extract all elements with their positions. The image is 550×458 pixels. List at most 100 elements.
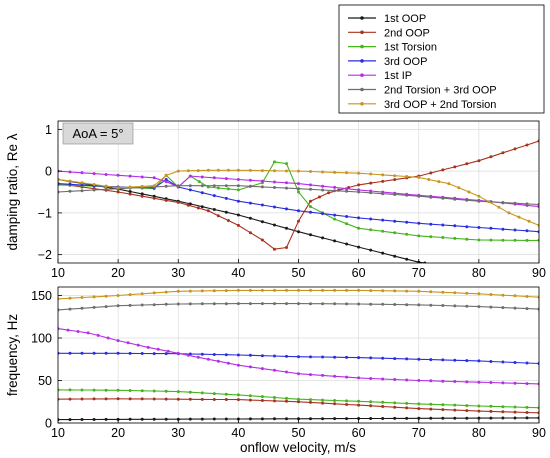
damping-point-2nd-oop-5 — [116, 190, 120, 194]
frequency-point-2nd-oop-35 — [477, 409, 481, 413]
damping-point-2nd-oop-18 — [260, 238, 264, 242]
damping-point-3rd-oop-2nd-torsion-35 — [457, 186, 461, 190]
damping-point-1st-ip-17 — [260, 179, 264, 183]
frequency-point-1st-ip-28 — [357, 376, 361, 380]
frequency-point-1st-oop-19 — [285, 417, 288, 421]
legend-item-1st-torsion: 1st Torsion — [348, 42, 437, 54]
frequency-point-1st-oop-17 — [260, 417, 264, 421]
frequency-point-2nd-oop-37 — [501, 410, 505, 414]
frequency-point-3rd-oop-30 — [417, 357, 421, 361]
frequency-point-2nd-torsion-3rd-oop-7 — [140, 303, 144, 307]
damping-point-3rd-oop-2nd-torsion-6 — [128, 185, 132, 189]
frequency-point-2nd-oop-16 — [248, 398, 252, 402]
frequency-point-1st-ip-37 — [465, 380, 469, 384]
frequency-point-2nd-torsion-3rd-oop-33 — [453, 304, 457, 308]
damping-point-1st-torsion-21 — [297, 190, 300, 194]
damping-point-2nd-torsion-3rd-oop-23 — [333, 189, 337, 193]
frequency-point-2nd-oop-14 — [224, 398, 228, 401]
frequency-point-1st-oop-20 — [297, 417, 300, 421]
frequency-point-1st-ip-7 — [126, 341, 130, 345]
frequency-point-2nd-torsion-3rd-oop-6 — [128, 303, 132, 307]
frequency-point-1st-ip-25 — [321, 373, 325, 377]
legend-item-3rd-oop: 3rd OOP — [348, 56, 427, 68]
damping-point-1st-torsion-19 — [273, 160, 276, 164]
damping-point-3rd-oop-23 — [333, 213, 337, 217]
damping-point-3rd-oop-2nd-torsion-37 — [477, 194, 481, 198]
frequency-point-1st-ip-14 — [196, 355, 200, 359]
legend-label-3rd-oop: 3rd OOP — [384, 56, 427, 68]
frequency-point-2nd-oop-17 — [260, 399, 264, 402]
damping-point-1st-oop-14 — [224, 210, 228, 214]
frequency-point-3rd-oop-2nd-torsion-3 — [92, 295, 96, 299]
damping-point-1st-ip-19 — [285, 181, 288, 185]
frequency-point-1st-oop-6 — [128, 417, 132, 421]
damping-point-3rd-oop-35 — [477, 226, 481, 229]
frequency-line-1st-ip — [58, 328, 539, 385]
frequency-point-2nd-torsion-3rd-oop-16 — [248, 302, 252, 306]
frequency-point-3rd-oop-2nd-torsion-26 — [369, 289, 373, 293]
frequency-point-2nd-torsion-3rd-oop-10 — [176, 302, 180, 306]
frequency-point-3rd-oop-2nd-torsion-30 — [417, 289, 421, 293]
frequency-point-3rd-oop-2nd-torsion-7 — [140, 292, 144, 296]
frequency-point-1st-ip-29 — [369, 377, 373, 380]
frequency-point-1st-oop-29 — [405, 416, 409, 420]
frequency-point-3rd-oop-2nd-torsion-10 — [176, 289, 180, 293]
damping-point-3rd-oop-2nd-torsion-41 — [517, 215, 521, 219]
frequency-point-3rd-oop-2nd-torsion-24 — [345, 288, 349, 292]
frequency-point-1st-ip-16 — [216, 359, 220, 363]
damping-point-1st-oop-16 — [248, 216, 252, 220]
damping-point-2nd-torsion-3rd-oop-13 — [212, 184, 216, 188]
frequency-point-3rd-oop-2nd-torsion-1 — [68, 296, 72, 300]
frequency-point-3rd-oop-21 — [309, 355, 312, 359]
frequency-point-3rd-oop-2nd-torsion-22 — [321, 288, 325, 292]
frequency-point-3rd-oop-25 — [357, 356, 361, 360]
damping-point-2nd-oop-35 — [453, 165, 457, 169]
frequency-point-1st-ip-26 — [333, 374, 337, 378]
damping-point-1st-oop-19 — [285, 226, 288, 230]
frequency-point-3rd-oop-31 — [429, 358, 433, 362]
frequency-point-2nd-torsion-3rd-oop-22 — [321, 302, 325, 306]
frequency-point-2nd-torsion-3rd-oop-11 — [188, 302, 192, 306]
damping-point-1st-torsion-22 — [309, 205, 312, 209]
damping-point-2nd-torsion-3rd-oop-35 — [477, 199, 481, 203]
damping-xtick-label-80: 80 — [472, 266, 486, 280]
frequency-point-1st-torsion-10 — [176, 390, 180, 394]
frequency-point-3rd-oop-2nd-torsion-19 — [285, 288, 288, 292]
frequency-point-1st-torsion-25 — [357, 399, 361, 403]
frequency-point-3rd-oop-4 — [104, 351, 108, 355]
frequency-point-2nd-torsion-3rd-oop-14 — [224, 302, 228, 306]
damping-point-2nd-torsion-3rd-oop-17 — [260, 185, 264, 189]
frequency-point-1st-ip-36 — [453, 380, 457, 383]
frequency-point-3rd-oop-35 — [477, 359, 481, 363]
damping-series-2nd-oop — [58, 139, 539, 251]
frequency-point-1st-torsion-26 — [369, 400, 373, 404]
damping-ytick-label-m1: −1 — [38, 206, 52, 220]
damping-series-1st-ip — [58, 169, 539, 209]
frequency-point-2nd-torsion-3rd-oop-3 — [92, 305, 96, 309]
damping-point-3rd-oop-2nd-torsion-25 — [345, 171, 349, 175]
frequency-point-2nd-torsion-3rd-oop-30 — [417, 303, 421, 307]
frequency-point-3rd-oop-2nd-torsion-14 — [224, 289, 228, 293]
damping-point-3rd-oop-2nd-torsion-2 — [80, 181, 84, 185]
frequency-point-1st-ip-39 — [489, 381, 493, 384]
frequency-point-1st-oop-18 — [273, 417, 276, 421]
legend-marker-3rd-oop — [360, 59, 364, 63]
damping-point-1st-ip-6 — [128, 174, 132, 178]
damping-point-3rd-oop-20 — [297, 209, 300, 213]
frequency-point-3rd-oop-7 — [140, 352, 144, 355]
damping-line-3rd-oop-2nd-torsion — [58, 169, 539, 226]
frequency-point-3rd-oop-16 — [248, 353, 252, 357]
frequency-point-2nd-torsion-3rd-oop-9 — [164, 302, 168, 306]
legend-marker-2nd-torsion-3rd-oop — [360, 87, 364, 92]
damping-point-3rd-oop-2nd-torsion-19 — [273, 169, 276, 173]
damping-point-2nd-oop-24 — [327, 191, 331, 195]
damping-point-2nd-oop-6 — [128, 192, 132, 196]
frequency-series-1st-ip — [58, 327, 539, 386]
damping-point-3rd-oop-17 — [260, 203, 264, 207]
damping-point-3rd-oop-2nd-torsion-34 — [447, 182, 451, 186]
damping-point-3rd-oop-39 — [525, 229, 529, 233]
damping-point-1st-ip-11 — [188, 174, 192, 178]
frequency-point-3rd-oop-24 — [345, 355, 349, 359]
frequency-point-1st-oop-2 — [80, 418, 84, 421]
frequency-point-2nd-torsion-3rd-oop-19 — [285, 302, 288, 306]
